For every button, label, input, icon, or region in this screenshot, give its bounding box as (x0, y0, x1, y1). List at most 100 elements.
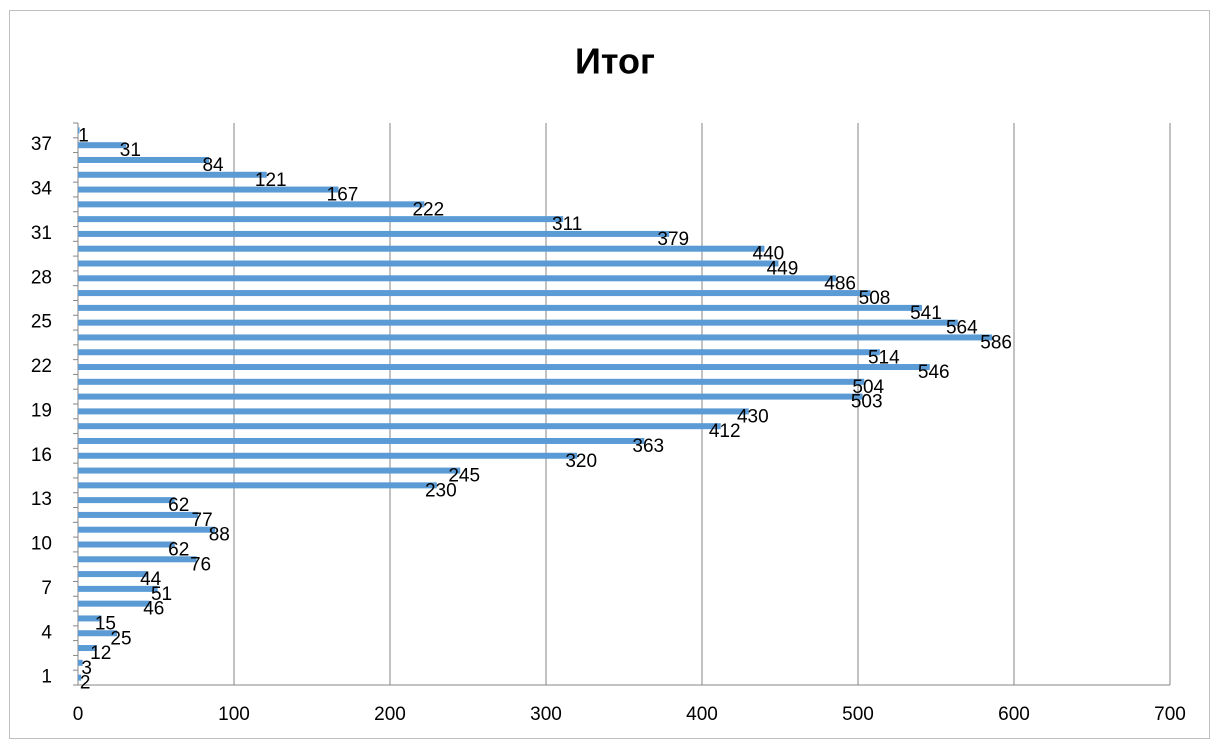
y-tick-label: 34 (31, 179, 53, 200)
bar (78, 645, 97, 652)
y-tick-label: 1 (41, 667, 52, 688)
bar (78, 511, 199, 518)
chart-title: Итог (575, 41, 655, 82)
bar (78, 156, 210, 163)
data-label: 167 (327, 185, 359, 206)
bar (78, 216, 564, 223)
bar (78, 319, 958, 326)
bar (78, 201, 425, 208)
data-label: 546 (918, 362, 950, 383)
data-label: 62 (168, 540, 189, 561)
data-label: 46 (143, 599, 164, 620)
bar (78, 556, 197, 563)
data-label: 1 (78, 125, 89, 146)
bar (78, 127, 80, 134)
bar (78, 674, 82, 681)
x-tick-label: 600 (998, 704, 1030, 725)
bar (78, 423, 721, 430)
bar (78, 378, 865, 385)
x-tick-label: 700 (1154, 704, 1186, 725)
bar (78, 260, 779, 267)
bar (78, 497, 175, 504)
bar (78, 171, 267, 178)
x-tick-label: 500 (842, 704, 874, 725)
y-tick-label: 28 (31, 267, 52, 288)
bar (78, 245, 765, 252)
y-tick-label: 31 (31, 223, 52, 244)
y-tick-label: 4 (41, 622, 52, 643)
data-label: 76 (190, 554, 211, 575)
data-label: 363 (632, 436, 664, 457)
data-label: 62 (168, 495, 189, 516)
y-tick-label: 25 (31, 312, 52, 333)
bar (78, 467, 461, 474)
data-label: 15 (95, 613, 116, 634)
y-tick-label: 19 (31, 400, 52, 421)
x-tick-label: 200 (374, 704, 406, 725)
data-label: 88 (209, 525, 230, 546)
data-label: 379 (657, 229, 689, 250)
data-label: 541 (910, 303, 942, 324)
data-label: 2 (80, 673, 91, 694)
bar (78, 304, 922, 311)
bar (78, 571, 147, 578)
data-label: 311 (552, 214, 582, 235)
data-label: 44 (140, 569, 162, 590)
data-label: 77 (192, 510, 213, 531)
bar (78, 437, 645, 444)
data-label: 31 (120, 140, 141, 161)
bar (78, 290, 871, 297)
bar (78, 408, 749, 415)
bar (78, 230, 670, 237)
bar (78, 482, 437, 489)
bar (78, 585, 158, 592)
bar (78, 334, 993, 341)
x-tick-label: 0 (73, 704, 84, 725)
bar (78, 630, 117, 637)
bar (78, 452, 578, 459)
bar (78, 541, 175, 548)
y-tick-label: 13 (31, 489, 52, 510)
bar (78, 142, 127, 149)
data-label: 440 (753, 244, 785, 265)
bar (78, 364, 930, 371)
data-label: 51 (151, 584, 172, 605)
bar (78, 659, 83, 666)
x-tick-label: 400 (686, 704, 718, 725)
data-label: 564 (946, 318, 978, 339)
data-label: 230 (425, 480, 457, 501)
data-label: 84 (202, 155, 224, 176)
y-tick-label: 16 (31, 445, 52, 466)
bar (78, 615, 102, 622)
bar (78, 393, 863, 400)
bar (78, 600, 150, 607)
y-tick-label: 22 (31, 356, 52, 377)
data-label: 412 (709, 421, 741, 442)
x-tick-label: 100 (218, 704, 250, 725)
bar (78, 275, 837, 282)
y-tick-label: 10 (31, 534, 52, 555)
data-label: 508 (859, 288, 891, 309)
x-tick-label: 300 (530, 704, 562, 725)
data-label: 486 (824, 273, 856, 294)
data-label: 245 (448, 466, 480, 487)
data-label: 222 (412, 199, 444, 220)
data-label: 503 (851, 392, 883, 413)
data-label: 3 (81, 658, 92, 679)
data-label: 504 (852, 377, 884, 398)
bar (78, 186, 339, 193)
data-label: 25 (110, 628, 131, 649)
data-label: 586 (980, 332, 1012, 353)
y-tick-label: 7 (41, 578, 52, 599)
data-label: 12 (90, 643, 111, 664)
bar (78, 526, 216, 533)
data-label: 121 (255, 170, 287, 191)
bar (78, 349, 880, 356)
chart-frame (9, 10, 1210, 739)
data-label: 430 (737, 406, 769, 427)
data-label: 514 (868, 347, 900, 368)
data-label: 320 (565, 451, 597, 472)
data-label: 449 (767, 259, 799, 280)
y-tick-label: 37 (31, 134, 52, 155)
